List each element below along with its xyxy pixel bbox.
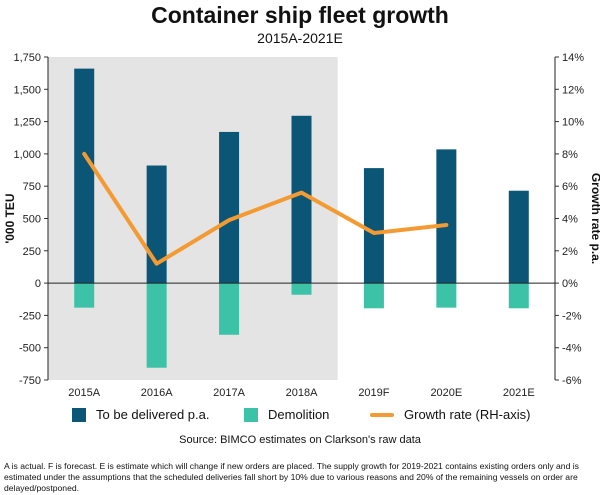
x-tick-label-2019F: 2019F <box>358 387 389 399</box>
y-tick-label-right: -4% <box>562 343 582 355</box>
bar-demolition-2017A <box>219 283 240 335</box>
x-tick-label-2017A: 2017A <box>213 387 245 399</box>
y-tick-label-left: 1,500 <box>13 84 41 96</box>
y-tick-label-right: -2% <box>562 310 582 322</box>
legend-label-demolition: Demolition <box>268 407 330 422</box>
x-tick-label-2020E: 2020E <box>430 387 462 399</box>
y-tick-label-left: -500 <box>19 343 41 355</box>
bar-delivered-2021E <box>508 190 529 284</box>
legend-item-to-be-delivered: To be delivered p.a. <box>72 407 209 422</box>
legend-label-growth-rate: Growth rate (RH-axis) <box>404 407 531 422</box>
y-axis-title-right: Growth rate p.a. <box>589 173 600 264</box>
y-tick-label-left: 0 <box>35 278 41 290</box>
y-tick-label-left: -750 <box>19 375 41 387</box>
growth-rate-point-2018A <box>300 191 303 195</box>
y-tick-label-right: 6% <box>562 181 578 193</box>
y-tick-label-right: 14% <box>562 52 584 64</box>
y-tick-label-left: -250 <box>19 310 41 322</box>
x-tick-label-2016A: 2016A <box>141 387 173 399</box>
bar-demolition-2019F <box>363 283 384 309</box>
x-tick-label-2021E: 2021E <box>503 387 535 399</box>
footnote: A is actual. F is forecast. E is estimat… <box>4 461 579 493</box>
y-tick-label-left: 1,250 <box>13 117 41 129</box>
y-tick-label-left: 250 <box>23 246 41 258</box>
chart-canvas: -750 -500 -250 0 250 500 750 1,000 1,250 1,500 1,7… <box>3 52 600 399</box>
legend-item-growth-rate: Growth rate (RH-axis) <box>370 407 530 422</box>
legend: To be delivered p.a. Demolition Growth r… <box>0 407 600 429</box>
y-tick-label-right: 8% <box>562 149 578 161</box>
legend-swatch-growth-rate <box>370 412 394 417</box>
growth-rate-point-2017A <box>227 218 231 222</box>
bar-delivered-2015A <box>74 68 95 284</box>
y-tick-label-right: 0% <box>562 278 578 290</box>
growth-rate-point-2016A <box>155 262 159 266</box>
y-tick-label-right: -6% <box>562 375 582 387</box>
x-tick-label-2018A: 2018A <box>286 387 318 399</box>
y-tick-label-left: 500 <box>23 214 41 226</box>
legend-swatch-to-be-delivered <box>72 407 86 422</box>
y-tick-label-left: 1,000 <box>13 149 41 161</box>
growth-rate-line <box>82 151 449 266</box>
growth-rate-point-2020E <box>444 223 448 227</box>
legend-item-demolition: Demolition <box>244 407 329 422</box>
chart-title: Container ship fleet growth <box>151 2 449 28</box>
y-axis-title-left: '000 TEU <box>3 193 17 243</box>
bar-delivered-2019F <box>363 168 384 284</box>
bar-demolition-2016A <box>146 283 167 368</box>
bar-demolition-2015A <box>74 283 95 308</box>
bar-demolition-2018A <box>291 283 312 295</box>
bar-delivered-2018A <box>291 115 312 284</box>
growth-rate-point-2015A <box>82 152 86 156</box>
legend-swatch-demolition <box>244 407 258 422</box>
y-tick-label-right: 2% <box>562 246 578 258</box>
y-tick-label-left: 750 <box>23 181 41 193</box>
y-tick-label-right: 4% <box>562 214 578 226</box>
x-tick-label-2015A: 2015A <box>68 387 100 399</box>
y-tick-label-left: 1,750 <box>13 52 41 64</box>
bar-demolition-2021E <box>508 283 529 309</box>
y-tick-label-right: 10% <box>562 117 584 129</box>
chart-subtitle: 2015A-2021E <box>257 30 343 46</box>
bar-delivered-2020E <box>436 149 457 284</box>
legend-label-to-be-delivered: To be delivered p.a. <box>96 407 210 422</box>
y-tick-label-right: 12% <box>562 84 584 96</box>
bar-delivered-2017A <box>219 131 240 284</box>
source-note: Source: BIMCO estimates on Clarkson's ra… <box>179 434 421 446</box>
actual-period-shade <box>48 57 338 380</box>
bar-demolition-2020E <box>436 283 457 308</box>
growth-rate-point-2019F <box>372 231 376 235</box>
